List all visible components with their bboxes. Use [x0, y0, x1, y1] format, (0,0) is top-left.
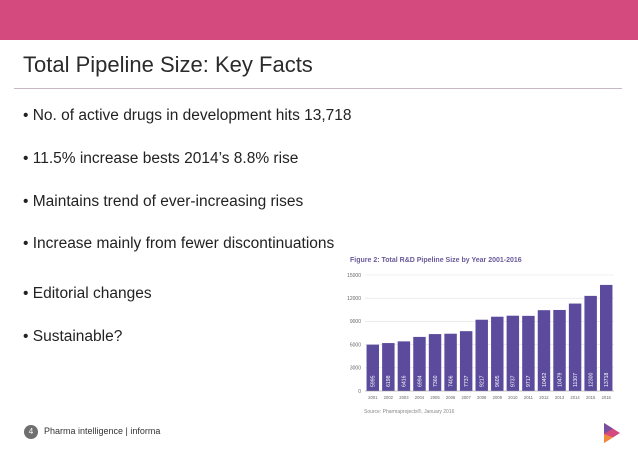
bar-2013 — [553, 309, 566, 391]
x-tick-label-2005: 2005 — [430, 395, 440, 400]
slide-title: Total Pipeline Size: Key Facts — [23, 52, 313, 77]
bar-value-label-2011: 9717 — [526, 375, 532, 387]
bar-value-label-2004: 6994 — [417, 375, 423, 387]
x-tick-label-2014: 2014 — [570, 395, 580, 400]
bar-2012 — [537, 310, 551, 391]
bar-value-label-2012: 10452 — [542, 372, 548, 387]
bar-value-label-2016: 13718 — [604, 372, 610, 387]
x-tick-label-2016: 2016 — [602, 395, 612, 400]
x-tick-label-2010: 2010 — [508, 395, 518, 400]
bar-2004 — [413, 336, 426, 391]
x-tick-label-2009: 2009 — [493, 395, 503, 400]
header-bar — [0, 0, 638, 40]
bullet-2: • 11.5% increase bests 2014’s 8.8% rise — [23, 150, 299, 167]
x-tick-label-2006: 2006 — [446, 395, 456, 400]
bar-value-label-2001: 5995 — [371, 375, 377, 387]
pipeline-bar-chart: 0 3000 6000 9000 12000 15000 5995 2001 6198 2002 6… — [347, 273, 614, 400]
informa-logo-icon — [604, 423, 620, 443]
y-tick-label-1: 3000 — [350, 366, 361, 372]
title-divider — [14, 88, 622, 89]
bar-2001 — [366, 344, 380, 391]
x-tick-label-2001: 2001 — [368, 395, 378, 400]
bar-2011 — [522, 315, 535, 391]
bar-2007 — [459, 331, 473, 391]
bar-value-label-2008: 9217 — [480, 375, 486, 387]
x-tick-label-2012: 2012 — [539, 395, 549, 400]
x-tick-label-2011: 2011 — [524, 395, 534, 400]
x-tick-label-2002: 2002 — [384, 395, 394, 400]
bullet-1: • No. of active drugs in development hit… — [23, 107, 352, 124]
figure-title: Figure 2: Total R&D Pipeline Size by Yea… — [350, 257, 522, 264]
y-tick-label-2: 6000 — [350, 342, 361, 348]
x-tick-label-2007: 2007 — [461, 395, 471, 400]
bar-2009 — [491, 316, 504, 391]
bullet-3: • Maintains trend of ever-increasing ris… — [23, 193, 304, 210]
bullet-4: • Increase mainly from fewer discontinua… — [23, 235, 335, 252]
x-tick-label-2003: 2003 — [399, 395, 409, 400]
x-tick-label-2004: 2004 — [415, 395, 425, 400]
page-number-badge: 4 — [24, 425, 38, 439]
bar-value-label-2015: 12300 — [588, 372, 594, 387]
bar-value-label-2005: 7360 — [433, 375, 439, 387]
bar-value-label-2013: 10479 — [557, 372, 563, 387]
bullet-5: • Editorial changes — [23, 285, 152, 302]
figure-source: Source: Pharmaprojects®, January 2016 — [364, 409, 455, 415]
bar-value-label-2010: 9737 — [511, 375, 517, 387]
bar-value-label-2006: 7406 — [448, 375, 454, 387]
bar-value-label-2009: 9605 — [495, 375, 501, 387]
bar-value-label-2014: 11307 — [573, 373, 579, 387]
y-tick-label-0: 0 — [358, 389, 361, 395]
y-tick-label-4: 12000 — [347, 296, 361, 302]
bar-2008 — [475, 319, 488, 391]
bar-value-label-2003: 6416 — [402, 375, 408, 387]
bullet-6: • Sustainable? — [23, 328, 123, 345]
bar-value-label-2007: 7737 — [464, 375, 470, 387]
y-tick-label-5: 15000 — [347, 273, 361, 279]
bar-2014 — [568, 303, 582, 391]
bar-2016 — [599, 284, 613, 391]
pipeline-figure: Figure 2: Total R&D Pipeline Size by Yea… — [332, 255, 624, 425]
x-tick-label-2013: 2013 — [555, 395, 565, 400]
bar-value-label-2002: 6198 — [386, 375, 392, 387]
bar-2015 — [584, 295, 597, 391]
x-tick-label-2015: 2015 — [586, 395, 596, 400]
bar-2002 — [382, 343, 395, 391]
x-tick-label-2008: 2008 — [477, 395, 487, 400]
bar-2010 — [506, 315, 520, 391]
bar-2006 — [444, 333, 457, 391]
bar-2005 — [428, 334, 442, 391]
footer-text: Pharma intelligence | informa — [44, 426, 161, 436]
bar-2003 — [397, 341, 411, 391]
y-tick-label-3: 9000 — [350, 319, 361, 325]
